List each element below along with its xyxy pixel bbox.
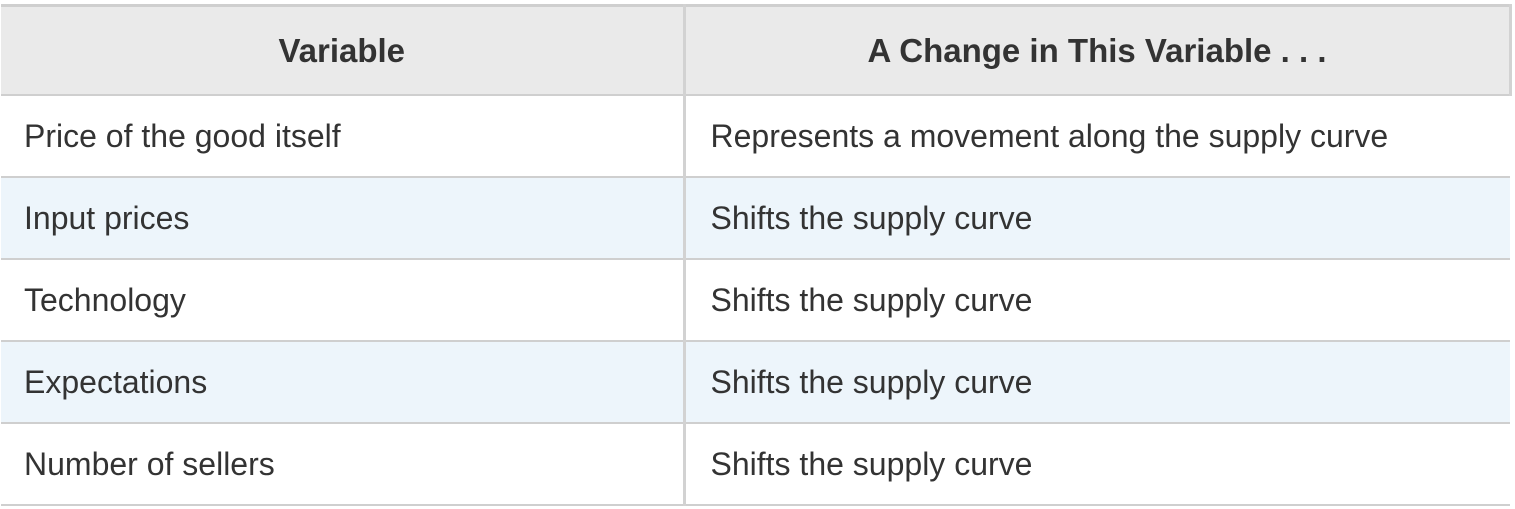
table-header: Variable A Change in This Variable . . . xyxy=(1,4,1512,96)
table-row: Technology Shifts the supply curve xyxy=(1,259,1510,342)
header-row: Variable A Change in This Variable . . . xyxy=(1,4,1512,96)
header-variable: Variable xyxy=(1,4,686,96)
variable-cell: Expectations xyxy=(1,341,686,424)
effect-cell: Shifts the supply curve xyxy=(684,177,1510,260)
effect-cell: Represents a movement along the supply c… xyxy=(684,95,1510,178)
variable-cell: Price of the good itself xyxy=(1,95,686,178)
table-body: Price of the good itself Represents a mo… xyxy=(1,95,1510,506)
supply-determinants-table-container: Variable A Change in This Variable . . .… xyxy=(1,4,1512,506)
table-row: Expectations Shifts the supply curve xyxy=(1,341,1510,424)
header-change-effect: A Change in This Variable . . . xyxy=(684,4,1512,96)
variable-cell: Technology xyxy=(1,259,686,342)
effect-cell: Shifts the supply curve xyxy=(684,423,1510,506)
supply-determinants-table: Variable A Change in This Variable . . .… xyxy=(1,4,1512,506)
table-row: Number of sellers Shifts the supply curv… xyxy=(1,423,1510,506)
effect-cell: Shifts the supply curve xyxy=(684,341,1510,424)
effect-cell: Shifts the supply curve xyxy=(684,259,1510,342)
table-row: Input prices Shifts the supply curve xyxy=(1,177,1510,260)
variable-cell: Number of sellers xyxy=(1,423,686,506)
table-row: Price of the good itself Represents a mo… xyxy=(1,95,1510,178)
variable-cell: Input prices xyxy=(1,177,686,260)
